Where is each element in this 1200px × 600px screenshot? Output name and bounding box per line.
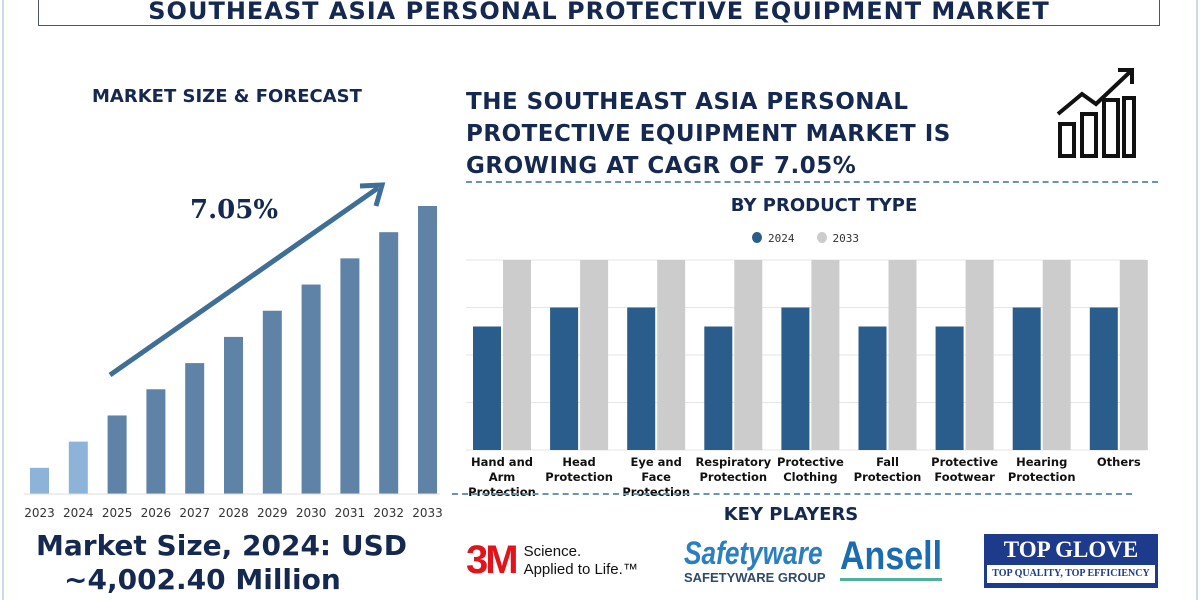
bar-2027: [185, 363, 205, 494]
bar-2024: [550, 307, 579, 450]
bar-2028: [224, 336, 243, 494]
bar-2033: [503, 260, 531, 450]
bar-2033: [1119, 260, 1148, 450]
legend-dot: [752, 232, 762, 243]
bar-2032: [379, 232, 399, 494]
bar-2033: [580, 260, 609, 450]
x-tick-label: 2024: [63, 506, 94, 520]
bar-2031: [340, 258, 360, 494]
bar-2026: [146, 389, 166, 494]
bar-2033: [657, 260, 686, 450]
key-players-heading: KEY PLAYERS: [723, 504, 859, 525]
category-label: Eye and Face Protection: [622, 455, 691, 499]
cagr-headline: THE SOUTHEAST ASIA PERSONAL PROTECTIVE E…: [466, 86, 951, 182]
logo-sub: TOP QUALITY, TOP EFFICIENCY: [987, 565, 1155, 583]
logo-ansell: Ansell: [840, 534, 943, 581]
logo-mark: Safetyware: [684, 535, 823, 571]
category-label: Others: [1096, 455, 1141, 469]
cagr-annotation: 7.05%: [190, 195, 278, 225]
x-tick-label: 2032: [373, 506, 404, 520]
bar-2023: [30, 467, 49, 494]
bar-2024: [858, 326, 887, 450]
bar-2024: [473, 326, 501, 450]
page-title: SOUTHEAST ASIA PERSONAL PROTECTIVE EQUIP…: [38, 0, 1160, 26]
x-tick-label: 2033: [412, 506, 443, 520]
bar-2033: [811, 260, 840, 450]
bar-2024: [781, 307, 810, 450]
bar-2033: [965, 260, 994, 450]
market-forecast-chart: 2023 2024 2025 2026 2027 2028 2029 2030 2031 2032…: [24, 182, 443, 520]
logo-3m: 3M Science. Applied to Life.™: [466, 538, 638, 583]
legend-item-2033: 2033: [816, 232, 860, 245]
product-type-chart: [466, 259, 1148, 451]
x-tick-label: 2029: [257, 506, 288, 520]
market-size-heading: MARKET SIZE & FORECAST: [92, 86, 362, 107]
x-tick-label: 2028: [218, 506, 249, 520]
logo-mark: 3M: [466, 538, 519, 582]
growth-arrow-head: [359, 182, 386, 207]
category-label: Head Protection: [545, 455, 613, 484]
divider: [452, 493, 1132, 495]
chart-legend: 2024 2033: [752, 232, 859, 245]
bar-2024: [704, 326, 733, 450]
logo-sub: SAFETYWARE GROUP: [684, 570, 826, 585]
bar-2033: [888, 260, 917, 450]
logo-tagline: Applied to Life.™: [523, 560, 638, 578]
bar-2033: [418, 206, 437, 494]
x-tick-label: 2030: [296, 506, 327, 520]
logo-topglove: TOP GLOVE TOP QUALITY, TOP EFFICIENCY: [984, 534, 1158, 588]
legend-label: 2033: [832, 232, 860, 245]
logo-tagline: Science.: [523, 542, 582, 560]
headline-line: THE SOUTHEAST ASIA PERSONAL: [466, 89, 909, 115]
category-label: Hand and Arm Protection: [468, 455, 536, 499]
bar-2033: [1042, 260, 1071, 450]
legend-dot: [816, 232, 827, 243]
logo-mark: TOP GLOVE: [1003, 537, 1139, 562]
growth-chart-icon: [1056, 68, 1136, 158]
bar-2033: [734, 260, 763, 450]
x-tick-label: 2031: [335, 506, 366, 520]
headline-line: GROWING AT CAGR OF 7.05%: [466, 153, 857, 179]
category-label: Hearing Protection: [1007, 455, 1076, 484]
bar-2024: [1089, 307, 1118, 450]
product-chart-title: BY PRODUCT TYPE: [730, 195, 918, 216]
category-label: Protective Clothing: [776, 455, 844, 484]
headline-line: PROTECTIVE EQUIPMENT MARKET IS: [466, 121, 951, 147]
market-size-line2: ~4,002.40 Million: [64, 563, 341, 596]
x-tick-label: 2023: [24, 506, 55, 520]
legend-item-2024: 2024: [752, 232, 795, 245]
x-tick-label: 2027: [179, 506, 210, 520]
bar-2024: [68, 441, 88, 494]
category-label: Respiratory Protection: [695, 455, 772, 484]
bar-2025: [107, 415, 127, 494]
category-label: Protective Footwear: [931, 455, 999, 484]
category-label: Fall Protection: [853, 455, 922, 484]
growth-arrow: [108, 185, 380, 378]
bar-2030: [301, 284, 321, 494]
bar-2029: [262, 310, 282, 494]
bar-2024: [627, 307, 656, 450]
x-tick-label: 2026: [141, 506, 172, 520]
legend-label: 2024: [768, 232, 795, 245]
x-tick-label: 2025: [102, 506, 133, 520]
bar-2024: [935, 326, 964, 450]
divider: [466, 181, 1158, 183]
market-size-line1: Market Size, 2024: USD: [36, 529, 408, 562]
logo-safetyware: Safetyware SAFETYWARE GROUP: [684, 536, 853, 585]
bar-2024: [1012, 307, 1041, 450]
